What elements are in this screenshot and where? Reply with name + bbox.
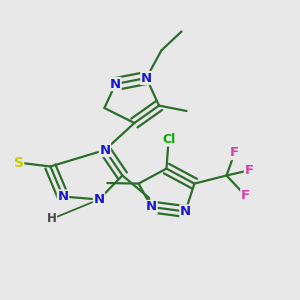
Text: N: N [93,193,105,206]
Text: N: N [110,77,121,91]
Text: N: N [99,143,111,157]
Text: F: F [244,164,253,177]
Text: H: H [47,212,56,226]
Text: N: N [146,200,157,214]
Text: N: N [141,71,152,85]
Text: F: F [241,189,250,202]
Text: Cl: Cl [162,133,175,146]
Text: N: N [180,205,191,218]
Text: N: N [57,190,69,203]
Text: S: S [14,156,24,170]
Text: F: F [230,146,239,160]
